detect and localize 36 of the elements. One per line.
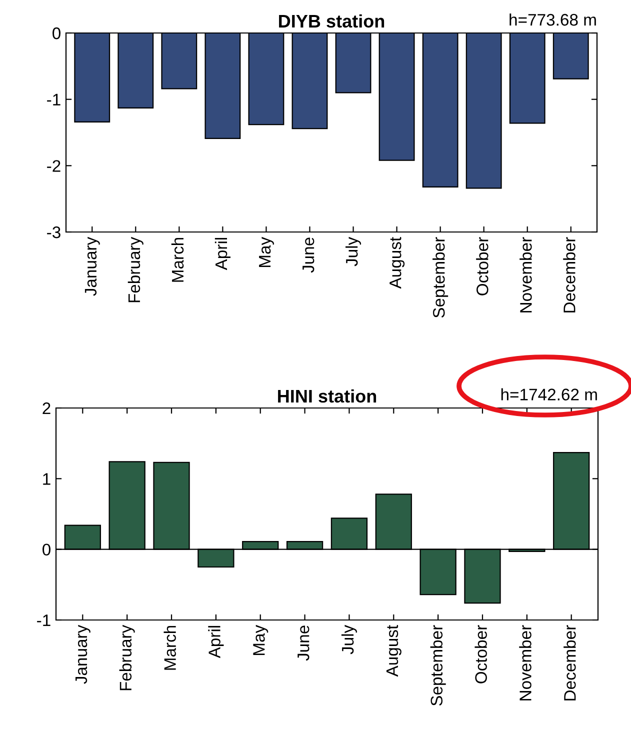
text: h=1742.62 m (501, 388, 597, 400)
x-tick-label: April (214, 238, 230, 270)
x-tick-label: April (208, 626, 224, 658)
x-tick-label: March (171, 238, 184, 282)
x-tick-label: December (564, 625, 576, 700)
x-tick-label: May (259, 236, 274, 267)
text: h=773.68 m (510, 13, 596, 26)
x-tick-label: October (474, 625, 487, 684)
x-tick-label: January (84, 236, 100, 296)
x-tick-label: January (76, 624, 90, 684)
x-tick-label: October (476, 237, 488, 296)
x-tick-label: February (119, 624, 135, 690)
chart-title: HINI station (278, 389, 376, 403)
x-tick-label: August (390, 236, 405, 289)
x-tick-label: July (345, 236, 362, 266)
y-tick-label: 1 (43, 473, 50, 485)
x-tick-label: March (164, 626, 176, 670)
y-tick-label: -1 (37, 614, 50, 626)
y-tick-label: -1 (47, 94, 60, 106)
y-tick-label: 0 (52, 27, 60, 40)
x-tick-label: November (519, 625, 532, 700)
x-tick-label: November (520, 237, 532, 312)
x-tick-label: July (341, 624, 357, 654)
y-tick-label: 0 (42, 544, 50, 556)
y-tick-label: 2 (42, 402, 50, 414)
x-tick-label: August (386, 624, 402, 677)
x-tick-label: February (128, 236, 144, 302)
x-tick-label: September (432, 237, 448, 318)
x-tick-label: December (563, 237, 576, 312)
x-tick-label: September (430, 625, 446, 706)
x-tick-label: May (253, 624, 268, 655)
x-tick-label: June (302, 238, 314, 273)
x-tick-label: June (298, 626, 310, 661)
y-tick-label: -2 (47, 160, 60, 172)
y-tick-label: -3 (47, 226, 60, 238)
chart-title: DIYB station (279, 14, 384, 28)
